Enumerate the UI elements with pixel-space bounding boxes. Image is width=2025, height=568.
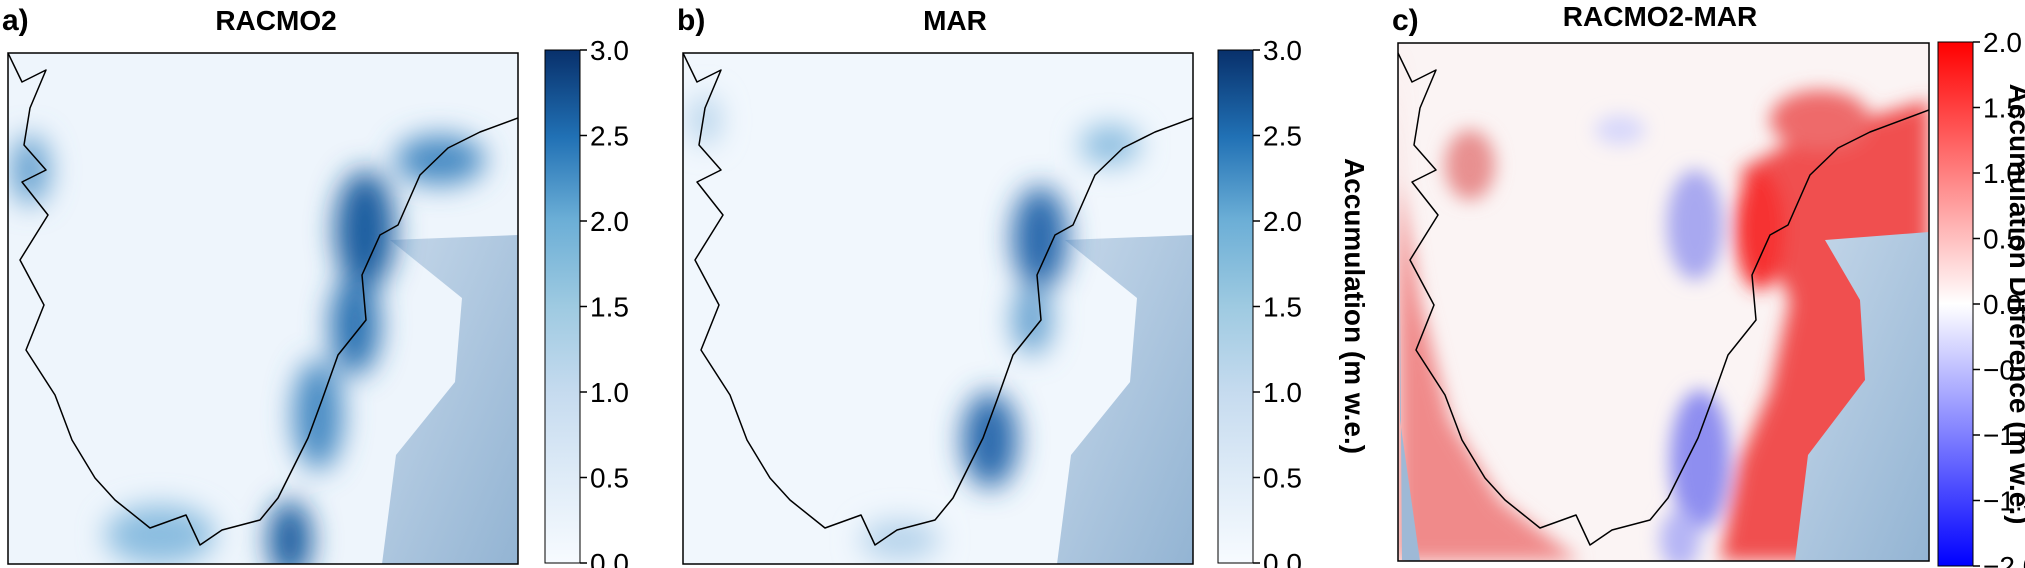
panel-b-field [683, 53, 1193, 564]
panel-c-title: RACMO2-MAR [1563, 1, 1757, 32]
panel-c-frame [1397, 42, 1930, 562]
panel-a-title: RACMO2 [215, 5, 336, 36]
colorbar-tick-label: −0.5 [1983, 355, 2025, 386]
colorbar-b: 0.0 0.5 1.0 1.5 2.0 2.5 3.0 Accumulation (m w.… [1217, 35, 1370, 568]
panel-b-frame [682, 52, 1194, 565]
colorbar-tick-label: 2.0 [1983, 27, 2022, 58]
colorbar-b-label: Accumulation (m w.e.) [1339, 158, 1370, 454]
panel-b-letter: b) [677, 4, 705, 37]
colorbar-tick-label: 0.0 [1263, 548, 1302, 568]
panel-c-letter: c) [1392, 4, 1419, 37]
panel-a-map: a) RACMO2 [2, 4, 519, 565]
colorbar-tick-label: 1.5 [1263, 292, 1302, 323]
colorbar-tick-label: 1.0 [590, 377, 629, 408]
colorbar-tick-label: 3.0 [590, 35, 629, 66]
panel-a-field [8, 53, 518, 564]
colorbar-tick-label: 0.5 [1983, 224, 2022, 255]
colorbar-b-gradient [1217, 49, 1254, 564]
colorbar-tick-label: 2.0 [1263, 206, 1302, 237]
colorbar-tick-label: −1.5 [1983, 486, 2025, 517]
colorbar-tick-label: 0.0 [590, 548, 629, 568]
colorbar-tick-label: 3.0 [1263, 35, 1302, 66]
colorbar-a: 0.0 0.5 1.0 1.5 2.0 2.5 3.0 [544, 35, 629, 568]
colorbar-a-gradient [544, 49, 581, 564]
colorbar-tick-label: 2.5 [1263, 121, 1302, 152]
colorbar-c: −2.0 −1.5 −1.0 −0.5 0.0 0.5 1.0 1.5 2.0 Accumula… [1937, 27, 2025, 568]
panel-a-frame [7, 52, 519, 565]
colorbar-tick-label: 1.5 [590, 292, 629, 323]
colorbar-tick-label: 2.0 [590, 206, 629, 237]
colorbar-tick-label: 0.5 [590, 463, 629, 494]
panel-c-map: c) RACMO2-MAR [1392, 1, 1930, 562]
colorbar-c-gradient [1937, 41, 1974, 567]
panel-b-title: MAR [923, 5, 987, 36]
colorbar-tick-label: 0.0 [1983, 289, 2022, 320]
colorbar-c-label: Accumulation Difference (m w.e.) [2004, 84, 2025, 525]
panel-b-map: b) MAR [677, 4, 1194, 565]
colorbar-tick-label: 1.0 [1263, 377, 1302, 408]
panel-a-letter: a) [2, 4, 29, 37]
colorbar-tick-label: −2.0 [1983, 551, 2025, 568]
colorbar-tick-label: −1.0 [1983, 420, 2025, 451]
panel-c-field [1398, 43, 1929, 561]
colorbar-tick-label: 1.5 [1983, 93, 2022, 124]
colorbar-tick-label: 1.0 [1983, 158, 2022, 189]
colorbar-tick-label: 0.5 [1263, 463, 1302, 494]
colorbar-tick-label: 2.5 [590, 121, 629, 152]
